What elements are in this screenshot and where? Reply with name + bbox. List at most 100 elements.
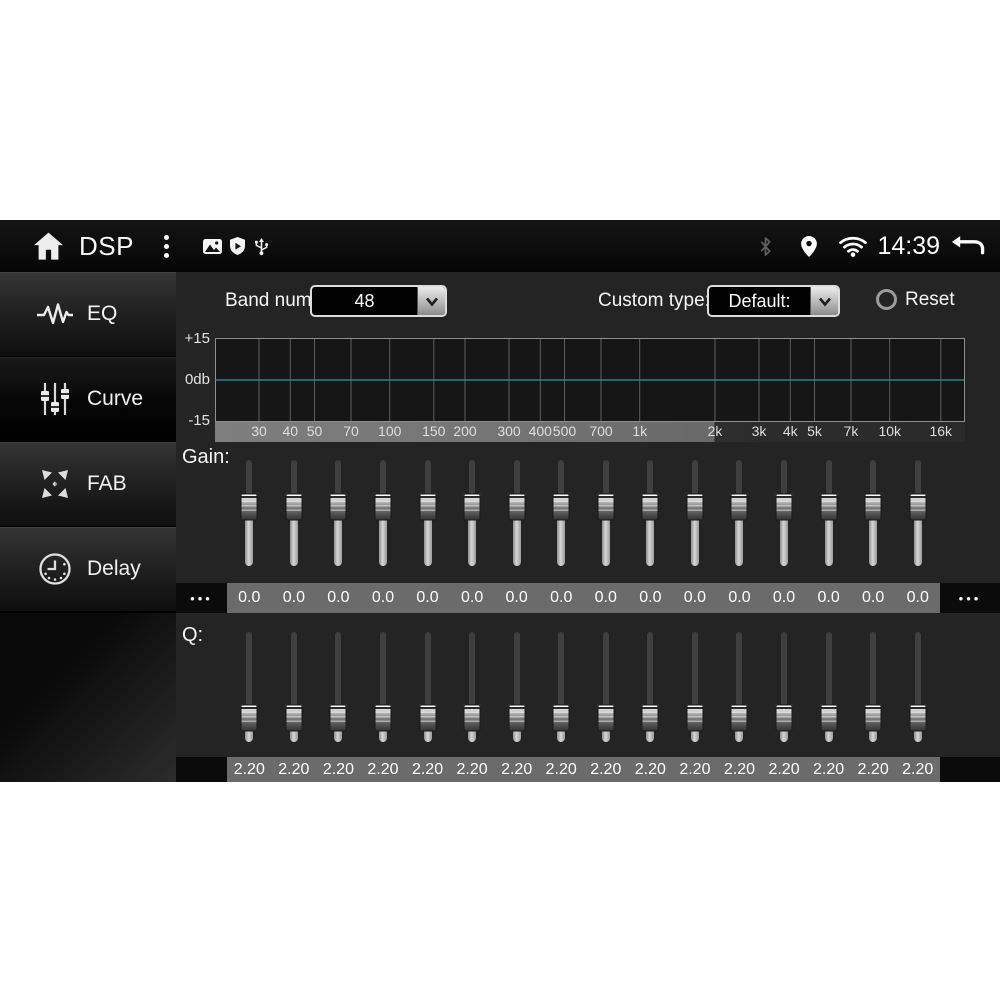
slider-thumb[interactable]: [909, 704, 927, 732]
slider-thumb[interactable]: [240, 493, 258, 521]
slider-thumb[interactable]: [285, 704, 303, 732]
slider-thumb[interactable]: [463, 493, 481, 521]
slider-thumb[interactable]: [285, 493, 303, 521]
sidebar-item-label: EQ: [87, 302, 118, 325]
slider-thumb[interactable]: [329, 704, 347, 732]
freq-label-bar: 30 40 50 70 100 150 200 300 400 500 700 1k 2k 3k 4k 5k 7…: [215, 422, 965, 442]
back-icon[interactable]: [950, 234, 986, 259]
slider-track-lower: [423, 507, 432, 566]
gain-band-slider: [494, 458, 539, 570]
slider-track-lower: [601, 507, 610, 566]
slider-thumb[interactable]: [730, 704, 748, 732]
slider-thumb[interactable]: [686, 493, 704, 521]
q-value: 2.20: [813, 760, 845, 778]
slider-track-upper: [558, 460, 565, 508]
q-bar-right-cap: [940, 757, 1000, 782]
gain-band-slider: [316, 458, 361, 570]
chevron-down-icon[interactable]: [417, 287, 445, 315]
q-value: 2.20: [367, 760, 399, 778]
gain-value: 0.0: [460, 589, 484, 606]
sidebar-item-eq[interactable]: EQ: [0, 272, 176, 357]
q-band-slider: [494, 630, 539, 742]
slider-thumb[interactable]: [820, 704, 838, 732]
slider-track-lower: [378, 507, 387, 566]
slider-track-upper: [914, 632, 921, 719]
bluetooth-icon: [761, 236, 772, 256]
slider-track-upper: [825, 460, 832, 508]
slider-track-lower: [245, 507, 254, 566]
sidebar-item-fab[interactable]: FAB: [0, 442, 176, 527]
fab-arrows-icon: [36, 467, 74, 501]
slider-thumb[interactable]: [508, 493, 526, 521]
q-band-slider: [361, 630, 406, 742]
freq-tick-label: 70: [343, 423, 359, 439]
slider-thumb[interactable]: [597, 493, 615, 521]
q-band-slider: [227, 630, 272, 742]
gain-value: 0.0: [728, 589, 751, 606]
page-title: DSP: [79, 230, 134, 261]
q-band-slider: [851, 630, 896, 742]
band-num-select[interactable]: 48: [310, 285, 447, 317]
eq-curve-graph: [215, 338, 965, 422]
freq-tick-label: 10k: [878, 423, 902, 439]
scroll-more-left-icon[interactable]: •••: [176, 583, 227, 613]
freq-tick-label: 2k: [707, 423, 723, 439]
sidebar-item-delay[interactable]: Delay: [0, 527, 176, 612]
sidebar-item-curve[interactable]: Curve: [0, 357, 176, 442]
custom-type-select[interactable]: Default:: [707, 285, 840, 317]
slider-track-lower: [334, 507, 343, 566]
slider-thumb[interactable]: [419, 493, 437, 521]
chevron-down-icon[interactable]: [810, 287, 838, 315]
gain-band-slider: [405, 458, 450, 570]
slider-track-upper: [424, 460, 431, 508]
q-value-row: 2.20 2.20 2.20 2.20 2.20 2.20 2.20 2.20 2.20 2.20…: [176, 757, 1000, 782]
slider-thumb[interactable]: [240, 704, 258, 732]
home-button[interactable]: [32, 232, 65, 261]
slider-thumb[interactable]: [552, 493, 570, 521]
gain-value: 0.0: [238, 589, 261, 606]
status-bar: DSP: [0, 220, 1000, 272]
sidebar-filler: [0, 612, 176, 782]
gain-band-slider: [673, 458, 718, 570]
slider-thumb[interactable]: [641, 493, 659, 521]
slider-thumb[interactable]: [820, 493, 838, 521]
slider-thumb[interactable]: [374, 704, 392, 732]
gain-value: 0.0: [416, 589, 439, 606]
gain-value: 0.0: [505, 589, 528, 606]
slider-thumb[interactable]: [419, 704, 437, 732]
slider-thumb[interactable]: [552, 704, 570, 732]
custom-type-value: Default:: [728, 290, 791, 311]
reset-radio[interactable]: [876, 289, 897, 310]
slider-thumb[interactable]: [597, 704, 615, 732]
scroll-more-right-icon[interactable]: •••: [940, 583, 1000, 613]
q-value: 2.20: [501, 760, 533, 778]
slider-thumb[interactable]: [329, 493, 347, 521]
freq-tick-label: 400: [528, 423, 552, 439]
slider-thumb[interactable]: [864, 493, 882, 521]
slider-thumb[interactable]: [775, 493, 793, 521]
slider-thumb[interactable]: [864, 704, 882, 732]
slider-thumb[interactable]: [508, 704, 526, 732]
head-unit-screen: DSP: [0, 220, 1000, 782]
gain-value: 0.0: [683, 589, 707, 606]
slider-thumb[interactable]: [463, 704, 481, 732]
slider-thumb[interactable]: [374, 493, 392, 521]
slider-track-lower: [690, 507, 699, 566]
freq-tick-label: 700: [589, 423, 613, 439]
overflow-menu-icon[interactable]: [160, 231, 173, 262]
slider-track-lower: [824, 507, 833, 566]
slider-track-upper: [469, 632, 476, 719]
slider-track-lower: [557, 507, 566, 566]
slider-thumb[interactable]: [909, 493, 927, 521]
slider-thumb[interactable]: [686, 704, 704, 732]
slider-track-upper: [290, 632, 297, 719]
slider-track-upper: [379, 632, 386, 719]
slider-track-lower: [913, 507, 922, 566]
slider-thumb[interactable]: [775, 704, 793, 732]
q-band-slider: [673, 630, 718, 742]
slider-thumb[interactable]: [641, 704, 659, 732]
freq-tick-label: 200: [453, 423, 477, 439]
gain-value: 0.0: [327, 589, 350, 606]
reset-label: Reset: [905, 289, 955, 310]
slider-thumb[interactable]: [730, 493, 748, 521]
